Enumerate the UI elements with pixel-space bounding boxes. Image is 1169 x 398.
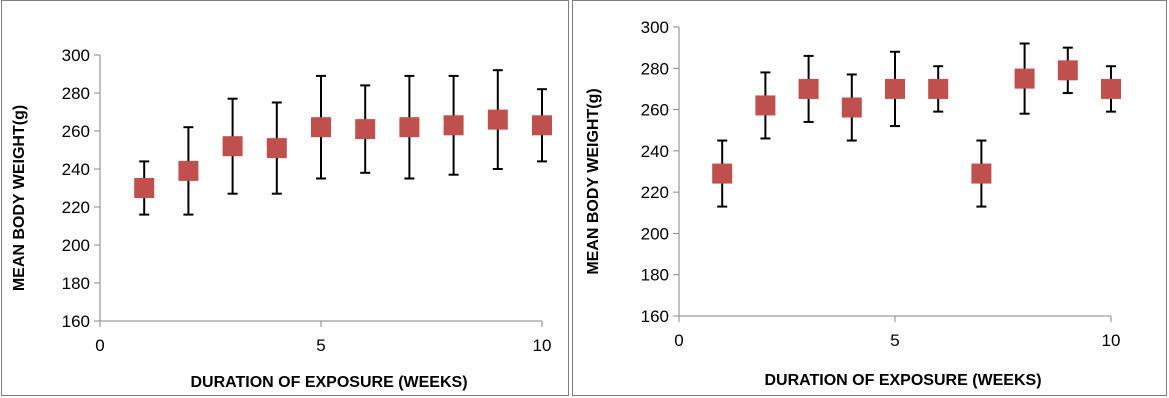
y-axis-title: MEAN BODY WEIGHT(g): [585, 88, 602, 274]
data-marker: [487, 109, 508, 130]
data-marker: [134, 178, 155, 198]
data-marker: [1014, 68, 1035, 89]
data-point: [971, 139, 992, 208]
y-tick-label: 300: [62, 46, 90, 65]
data-point: [178, 126, 199, 216]
data-marker: [222, 136, 243, 157]
data-marker: [798, 78, 819, 99]
data-marker: [755, 95, 776, 116]
y-tick-label: 200: [641, 224, 669, 243]
data-marker: [885, 78, 905, 99]
x-tick-label: 5: [890, 331, 899, 350]
data-marker: [266, 138, 287, 159]
data-marker: [399, 117, 420, 138]
data-point: [399, 74, 420, 180]
y-tick-label: 260: [641, 101, 669, 120]
y-tick-label: 240: [62, 160, 90, 179]
y-tick-label: 180: [641, 266, 669, 285]
data-point: [487, 69, 508, 170]
data-marker: [1057, 60, 1078, 81]
data-point: [355, 84, 376, 174]
data-point: [1101, 65, 1121, 113]
data-point: [1014, 42, 1035, 115]
y-tick-label: 200: [62, 236, 90, 255]
data-point: [134, 160, 155, 216]
data-point: [841, 73, 862, 142]
data-point: [798, 54, 819, 123]
y-tick-label: 300: [641, 18, 669, 37]
data-marker: [712, 163, 733, 184]
data-marker: [532, 115, 552, 136]
data-marker: [1101, 78, 1121, 99]
data-marker: [355, 119, 376, 140]
data-point: [266, 101, 287, 195]
data-marker: [443, 115, 464, 136]
y-axis-title: MEAN BODY WEIGHT(g): [11, 105, 28, 291]
data-point: [928, 65, 949, 113]
x-tick-label: 10: [1102, 331, 1121, 350]
y-tick-label: 220: [62, 198, 90, 217]
x-tick-label: 0: [674, 331, 683, 350]
data-marker: [311, 117, 331, 138]
chart-panel-left: 160 180 200 220 240 260 280 300 0 5 10 DURATION OF …: [1, 0, 569, 396]
y-tick-label: 180: [62, 274, 90, 293]
data-point: [222, 97, 243, 195]
x-tick-label: 5: [316, 336, 325, 355]
data-point: [443, 74, 464, 176]
y-tick-label: 260: [62, 122, 90, 141]
data-point: [755, 71, 776, 140]
y-tick-label: 160: [62, 312, 90, 331]
y-tick-label: 280: [641, 59, 669, 78]
data-marker: [841, 97, 862, 118]
y-tick-label: 160: [641, 307, 669, 326]
data-marker: [928, 78, 949, 99]
x-axis-title: DURATION OF EXPOSURE (WEEKS): [190, 374, 467, 391]
data-marker: [971, 163, 992, 184]
y-tick-label: 280: [62, 84, 90, 103]
y-tick-label: 240: [641, 142, 669, 161]
x-tick-label: 10: [533, 336, 552, 355]
body-weight-chart-left: 160 180 200 220 240 260 280 300 0 5 10 DURATION OF …: [11, 46, 552, 391]
data-point: [311, 74, 331, 180]
data-point: [532, 88, 552, 163]
data-marker: [178, 160, 199, 181]
data-point: [885, 50, 905, 128]
chart-panel-right: 160 180 200 220 240 260 280 300 0 5 10 DURATION OF …: [572, 0, 1167, 396]
x-axis-title: DURATION OF EXPOSURE (WEEKS): [764, 372, 1041, 389]
body-weight-chart-right: 160 180 200 220 240 260 280 300 0 5 10 DURATION OF …: [585, 18, 1121, 389]
x-tick-label: 0: [95, 336, 104, 355]
data-point: [712, 139, 733, 208]
y-tick-label: 220: [641, 183, 669, 202]
data-point: [1057, 46, 1078, 95]
